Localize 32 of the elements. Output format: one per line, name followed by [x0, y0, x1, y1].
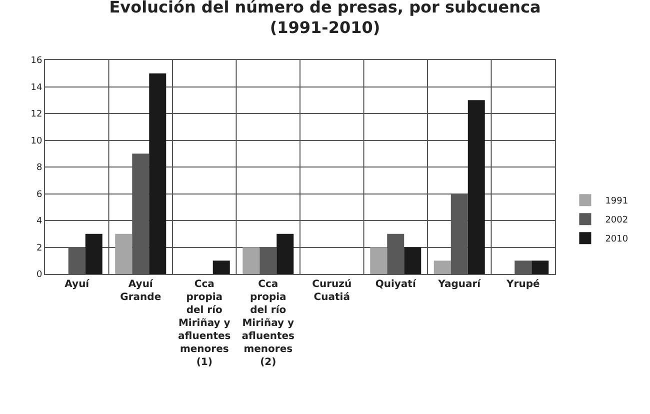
bar — [212, 260, 230, 274]
bar — [149, 73, 166, 274]
bar — [404, 247, 422, 274]
y-tick-label: 14 — [30, 82, 42, 93]
y-tick-label: 4 — [36, 216, 42, 227]
legend-label: 2002 — [605, 216, 628, 226]
bar — [85, 234, 102, 274]
y-tick-label: 10 — [30, 136, 42, 146]
bar — [532, 260, 549, 274]
bar — [242, 247, 260, 274]
x-tick-label: Ayuí Grande — [120, 279, 162, 303]
y-tick-label: 12 — [30, 110, 42, 120]
y-tick-label: 6 — [36, 190, 42, 200]
y-tick-label: 0 — [36, 270, 42, 280]
bar — [115, 234, 132, 274]
x-tick-label: Yaguarí — [437, 279, 482, 290]
x-tick-label: Ayuí — [64, 279, 90, 290]
y-tick-label: 8 — [36, 163, 42, 174]
x-tick-label: Quiyatí — [375, 279, 416, 290]
bar — [434, 260, 451, 274]
x-tick-label: Curuzú Cuatiá — [312, 279, 352, 303]
y-tick-label: 16 — [30, 56, 42, 66]
legend-label: 1991 — [605, 196, 628, 207]
x-tick-label: Yrupé — [506, 279, 540, 290]
y-tick-label: 2 — [36, 243, 42, 254]
legend-label: 2010 — [605, 234, 628, 245]
chart-title: Evolución del número de presas, por subcuenca (1991-2010) — [109, 0, 541, 38]
bar — [370, 247, 388, 274]
bar — [276, 234, 294, 274]
bar — [468, 100, 485, 274]
x-tick-label: Cca propia del río Miriñay y afluentes menores (2) — [242, 279, 295, 368]
x-tick-label: Cca propia del río Miriñay y afluentes menores (1) — [178, 279, 231, 368]
